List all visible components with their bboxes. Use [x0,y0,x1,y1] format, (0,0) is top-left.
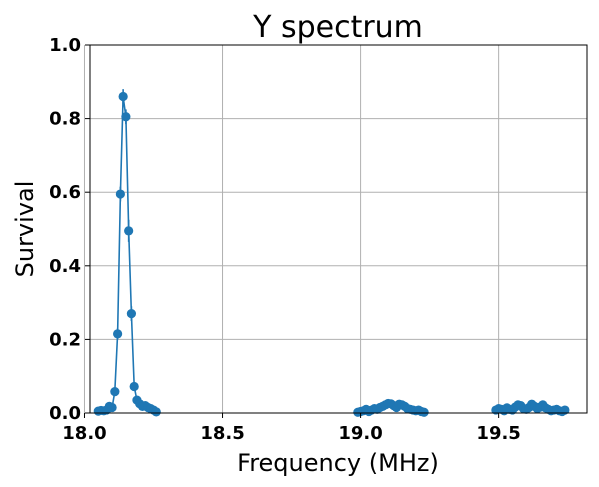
y-tick-label: 0.6 [49,182,81,203]
x-tick-label: 18.5 [200,423,244,444]
data-point [121,112,131,122]
series-0 [93,89,161,417]
y-tick-label: 1.0 [49,35,81,56]
y-axis-label: Survival [11,181,39,278]
x-axis-label: Frequency (MHz) [237,449,439,477]
data-point [118,91,128,102]
data-point [129,381,139,392]
x-tick-label: 19.5 [476,423,520,444]
y-tick-label: 0.8 [49,109,81,130]
y-tick-label: 0.4 [49,256,81,277]
y-tick-label: 0.2 [49,329,81,350]
data-point [107,402,117,413]
data-point [560,405,570,415]
grid-lines [83,44,587,414]
x-tick-label: 19.0 [338,423,382,444]
series-1 [353,398,429,417]
data-point [419,407,429,417]
data-point [124,226,134,236]
x-tick-label: 18.0 [62,423,106,444]
y-tick-label: 0.0 [49,403,81,424]
data-point [113,329,123,339]
data-point [110,387,120,397]
series-2 [491,399,570,417]
data-point [126,309,137,319]
series-line [98,96,157,413]
data-point [151,407,161,417]
data-series [93,89,570,417]
axis-ticks: 18.0 18.5 19.0 19.5 0.0 0.2 0.4 0.6 0.8 1.0 [49,35,521,444]
plot-frame [89,44,588,414]
data-point [115,189,125,199]
chart-title: Y spectrum [252,10,423,45]
